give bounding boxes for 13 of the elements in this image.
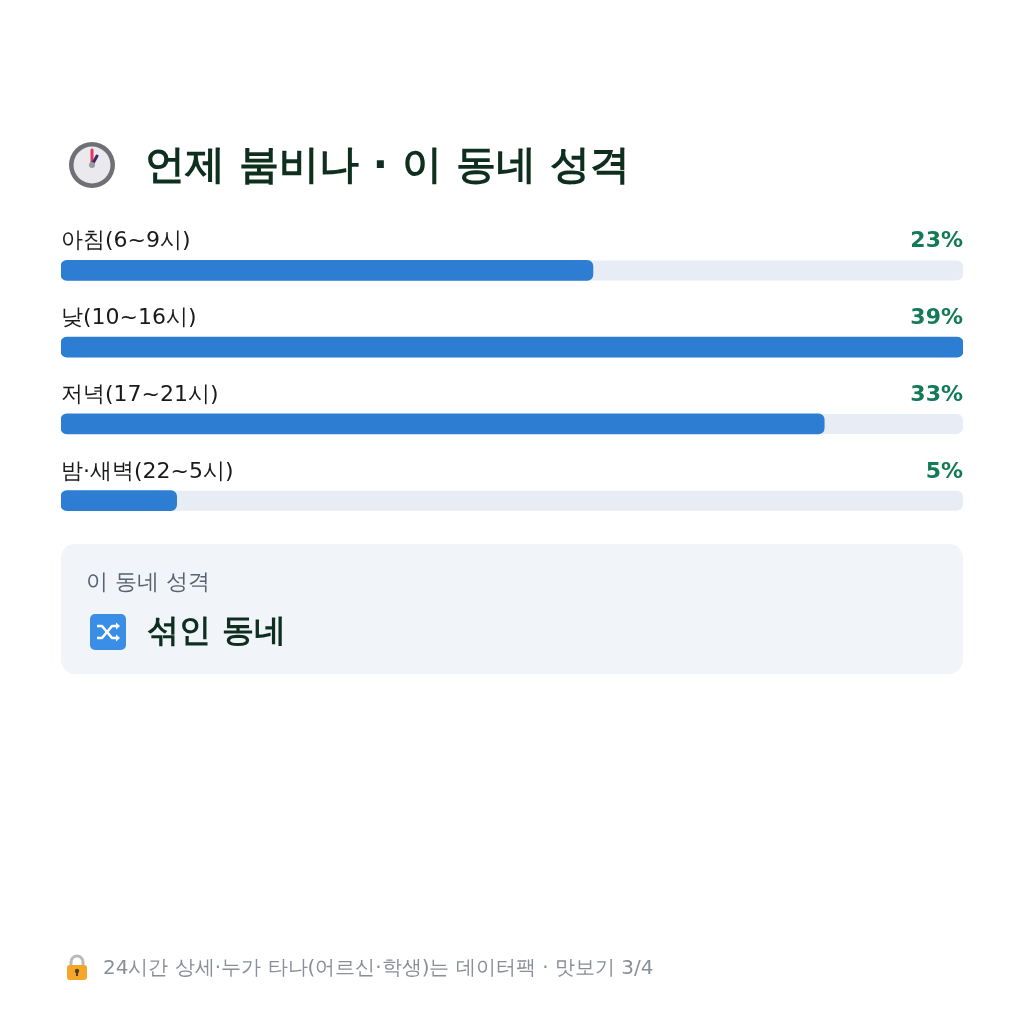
data-label: 39% <box>910 304 963 330</box>
y-tick-label: 밤·새벽(22~5시) <box>61 457 234 483</box>
text: 24시간 상세·누가 타나(어르신·학생)는 데이터팩 · 맛보기 3/4 <box>103 954 654 981</box>
data-label: 23% <box>910 227 963 253</box>
data-label: 5% <box>925 457 963 483</box>
y-tick-label: 저녁(17~21시) <box>61 380 219 406</box>
text: 섞인 동네 <box>147 610 287 651</box>
text: 이 동네 성격 <box>86 568 210 596</box>
data-label: 33% <box>910 380 963 406</box>
y-tick-label: 낮(10~16시) <box>61 304 197 330</box>
bar <box>61 490 177 511</box>
chart-title: 언제 붐비나 · 이 동네 성격 <box>145 140 630 189</box>
y-tick-label: 아침(6~9시) <box>61 227 191 253</box>
